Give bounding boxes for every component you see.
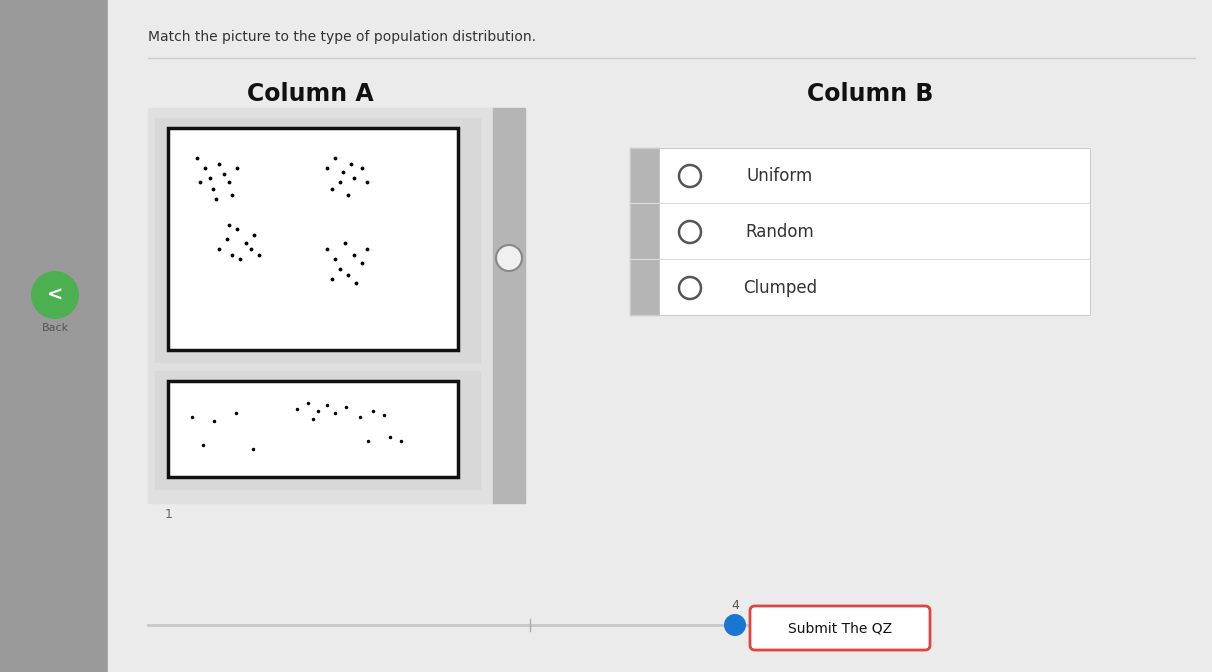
Text: Column B: Column B <box>807 82 933 106</box>
Text: Random: Random <box>745 223 814 241</box>
Bar <box>155 118 480 363</box>
Bar <box>155 371 480 489</box>
Bar <box>0 0 108 672</box>
Circle shape <box>679 221 701 243</box>
Bar <box>661 204 1090 259</box>
Bar <box>630 260 661 315</box>
Circle shape <box>32 271 79 319</box>
Circle shape <box>679 277 701 299</box>
Text: 4: 4 <box>731 599 739 612</box>
FancyBboxPatch shape <box>750 606 930 650</box>
Bar <box>493 108 525 503</box>
Text: Back: Back <box>41 323 69 333</box>
Bar <box>168 381 458 477</box>
Circle shape <box>679 165 701 187</box>
Bar <box>661 260 1090 315</box>
Text: Submit The QZ: Submit The QZ <box>788 621 892 635</box>
Bar <box>155 363 480 371</box>
Bar <box>168 128 458 350</box>
Bar <box>148 108 493 503</box>
Text: Uniform: Uniform <box>747 167 813 185</box>
Circle shape <box>724 614 747 636</box>
Text: Column A: Column A <box>247 82 373 106</box>
Text: 1: 1 <box>165 508 173 521</box>
Bar <box>630 148 1090 315</box>
Bar <box>630 148 661 203</box>
Text: Clumped: Clumped <box>743 279 817 297</box>
Bar <box>661 148 1090 203</box>
Text: <: < <box>47 286 63 304</box>
Bar <box>630 204 661 259</box>
Text: Match the picture to the type of population distribution.: Match the picture to the type of populat… <box>148 30 536 44</box>
Circle shape <box>496 245 522 271</box>
